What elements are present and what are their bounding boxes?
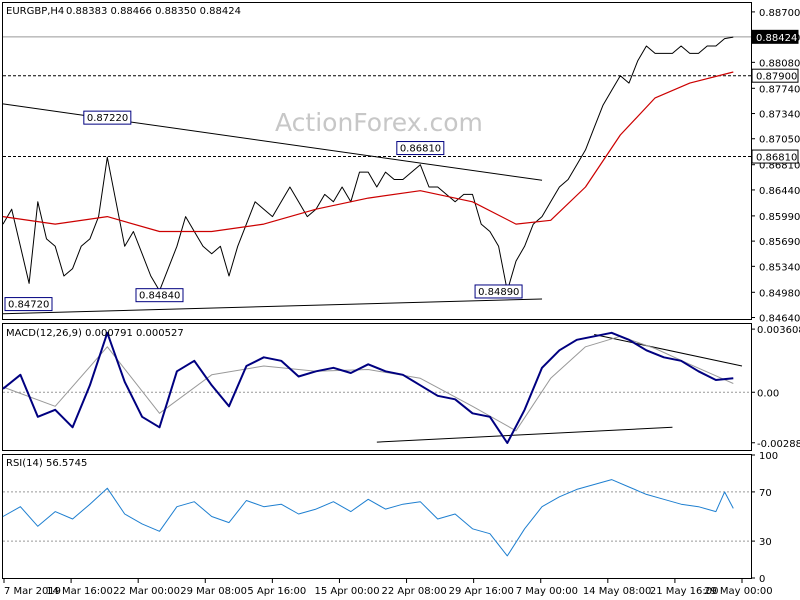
price-axis-label: 0.88700: [759, 8, 800, 19]
price-axis-label: 0.85340: [759, 262, 800, 273]
x-axis-label: 22 Mar 00:00: [113, 586, 180, 597]
rsi-axis-label: 0: [759, 574, 765, 585]
price-labels-group: 0.84720 0.87220 0.84840 0.86810 0.84890: [4, 110, 523, 312]
macd-trendline-0: [376, 426, 673, 443]
price-label-box: [83, 110, 132, 125]
price-label-box: [396, 141, 445, 156]
price-label-2: 0.84840: [135, 288, 184, 303]
price-series-line: [2, 36, 734, 292]
macd-series-group: [2, 331, 734, 444]
macd-title: MACD(12,26,9) 0.000791 0.000527: [6, 328, 184, 339]
rsi-axis: 100 70 30 0: [751, 451, 778, 585]
price-axis-label: 0.85690: [759, 237, 800, 248]
price-axis-label: 0.84640: [759, 314, 800, 325]
x-axis-label: 5 Apr 16:00: [247, 586, 306, 597]
x-axis-label: 14 May 08:00: [583, 586, 652, 597]
price-label-box: [135, 288, 184, 303]
x-axis-label: 7 Mar 2019: [4, 586, 61, 597]
price-axis: 0.84640 0.84980 0.85340 0.85690 0.85990 0.864…: [751, 8, 800, 325]
price-axis-label: 0.87340: [759, 110, 800, 121]
x-axis-label: 29 Apr 16:00: [449, 586, 514, 597]
price-label-4: 0.84890: [474, 284, 523, 299]
price-label-0: 0.84720: [4, 297, 53, 312]
x-axis-label: 22 Apr 08:00: [382, 586, 447, 597]
price-label-text: 0.87220: [87, 113, 128, 124]
rsi-level-lines: [3, 491, 751, 542]
rsi-series-group: [2, 479, 734, 557]
rsi-axis-label: 100: [759, 451, 778, 462]
price-axis-label: 0.84980: [759, 288, 800, 299]
watermark: ActionForex.com: [275, 108, 483, 137]
rsi-axis-label: 70: [759, 488, 772, 499]
moving-average-line: [2, 71, 734, 233]
chart-symbol-title: EURGBP,H4: [6, 6, 64, 17]
price-label-box: [4, 297, 53, 312]
current-price-tag-text: 0.88424: [756, 33, 797, 44]
price-axis-label: 0.86810: [759, 161, 800, 172]
level-tag-0: 0.87900: [751, 68, 799, 83]
rsi-line: [2, 479, 734, 557]
macd-trendline-1: [594, 334, 743, 367]
rsi-title: RSI(14) 56.5745: [6, 458, 87, 469]
price-trendline-1: [2, 298, 543, 315]
x-axis-label: 15 Apr 00:00: [314, 586, 379, 597]
x-axis-label: 14 Mar 16:00: [46, 586, 113, 597]
price-label-text: 0.86810: [400, 144, 441, 155]
macd-axis-label: 0.00: [757, 388, 779, 399]
macd-line: [2, 331, 734, 444]
price-axis-label: 0.88080: [759, 58, 800, 69]
current-price-tag-box: [751, 29, 799, 44]
price-label-3: 0.86810: [396, 141, 445, 156]
macd-panel-frame: [2, 323, 752, 451]
price-axis-label: 0.85990: [759, 212, 800, 223]
macd-axis-label: -0.002886: [757, 439, 800, 450]
price-label-1: 0.87220: [83, 110, 132, 125]
price-series-group: [2, 36, 734, 292]
price-axis-label: 0.87740: [759, 84, 800, 95]
macd-annotation-lines: [3, 334, 751, 443]
price-axis-label: 0.86440: [759, 186, 800, 197]
price-label-text: 0.84840: [139, 291, 180, 302]
ohlc-readout: 0.88383 0.88466 0.88350 0.88424: [66, 6, 241, 17]
x-axis-label: 7 May 00:00: [516, 586, 578, 597]
x-axis-label: 29 May 00:00: [704, 586, 773, 597]
rsi-axis-label: 30: [759, 537, 772, 548]
current-price-tag: 0.88424: [751, 29, 799, 44]
x-axis-label: 21 May 16:00: [650, 586, 719, 597]
level-tag-1-box: [751, 149, 799, 164]
macd-axis: 0.003608 0.00 -0.002886: [751, 325, 800, 450]
x-axis-label: 29 Mar 08:00: [180, 586, 247, 597]
level-tag-1-text: 0.86810: [756, 153, 797, 164]
macd-axis-label: 0.003608: [757, 325, 800, 336]
macd-signal-line: [2, 335, 734, 432]
level-tag-0-text: 0.87900: [756, 72, 797, 83]
price-label-box: [474, 284, 523, 299]
price-label-text: 0.84890: [478, 287, 519, 298]
level-tag-0-box: [751, 68, 799, 83]
price-label-text: 0.84720: [8, 300, 49, 311]
price-axis-label: 0.87050: [759, 135, 800, 146]
level-tag-1: 0.86810: [751, 149, 799, 164]
rsi-panel-frame: [2, 454, 752, 579]
